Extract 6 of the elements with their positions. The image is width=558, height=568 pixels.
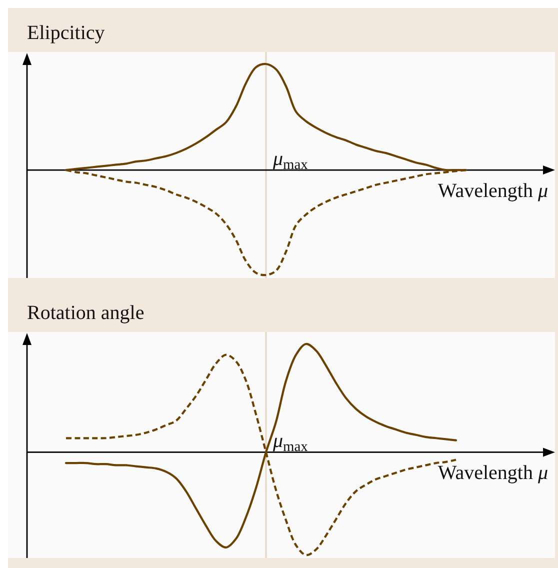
chart-title: Elipciticy (27, 22, 105, 44)
x-axis-title: Wavelength μ (438, 180, 548, 202)
annotation: μ$_{max}$ (272, 430, 309, 456)
chart-title: Rotation angle (27, 302, 144, 324)
annotation: μ$_{max}$ (272, 148, 309, 173)
x-axis-title: Wavelength μ (438, 462, 548, 484)
